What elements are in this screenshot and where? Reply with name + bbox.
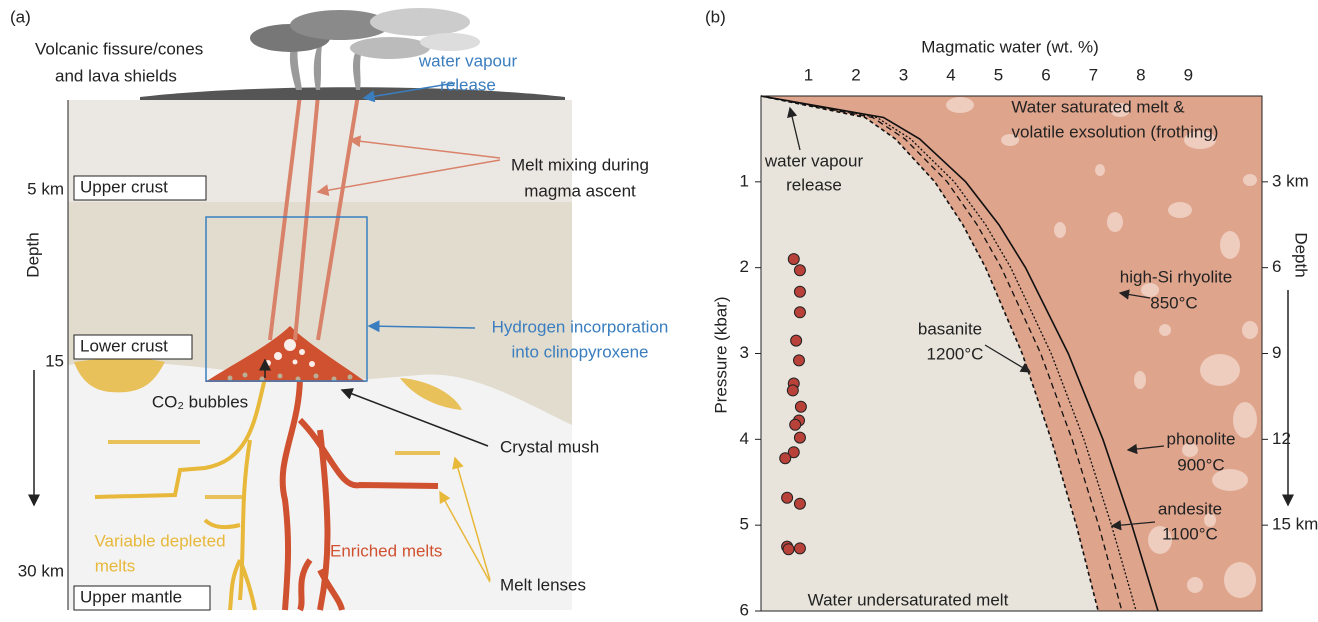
sample-point (794, 543, 805, 554)
x-tick-label: 8 (1136, 65, 1145, 84)
frothing-bubble (1224, 562, 1256, 598)
frothing-bubble (946, 97, 974, 113)
annotation: Enriched melts (330, 541, 442, 560)
annotation: Hydrogen incorporation (492, 317, 669, 336)
annotation: 850°C (1150, 293, 1197, 312)
y2-tick-label: 12 (1272, 429, 1291, 448)
x-tick-label: 5 (994, 65, 1003, 84)
y-tick-label: 1 (740, 171, 749, 190)
annotation: water vapour (764, 151, 864, 170)
ground-surface (140, 87, 565, 100)
frothing-bubble (1159, 324, 1171, 336)
x-tick-label: 7 (1089, 65, 1098, 84)
sample-point (794, 307, 805, 318)
y-tick-label: 6 (740, 600, 749, 617)
annotation: and lava shields (55, 66, 177, 85)
axis-title: Depth (1292, 232, 1311, 277)
frothing-bubble (1095, 164, 1105, 176)
figure: (a) Volcanic fissure/cones and lava shie… (0, 0, 1318, 617)
y2-tick-label: 6 (1272, 257, 1281, 276)
annotation: basanite (918, 319, 982, 338)
sample-point (783, 544, 794, 555)
annotation: Melt lenses (500, 575, 586, 594)
annotation: magma ascent (524, 181, 636, 200)
frothing-bubble (1233, 402, 1257, 438)
annotation: andesite (1158, 499, 1222, 518)
annotation: phonolite (1166, 429, 1235, 448)
panel-b: (b) Magmatic water (wt. %) Pressure (kba… (705, 7, 1318, 617)
annotation: Variable depleted (94, 531, 225, 550)
panel-label: (b) (705, 7, 726, 26)
axis-title: Depth (23, 232, 42, 277)
annotation: Melt mixing during (511, 155, 649, 174)
annotation: release (786, 175, 842, 194)
sample-point (794, 498, 805, 509)
layer-label: Lower crust (80, 336, 168, 355)
y-tick-label: 5 (740, 515, 749, 534)
sample-point (795, 401, 806, 412)
annotation: 900°C (1177, 455, 1224, 474)
frothing-bubble (1187, 577, 1203, 593)
depth-label: 30 km (18, 561, 64, 580)
x-tick-label: 9 (1184, 65, 1193, 84)
sample-point (788, 254, 799, 265)
depth-label: 15 (45, 351, 64, 370)
sample-point (787, 385, 798, 396)
annotation: CO₂ bubbles (152, 392, 248, 411)
annotation: into clinopyroxene (511, 342, 648, 361)
frothing-bubble (1243, 174, 1257, 186)
annotation: melts (95, 556, 136, 575)
panel-a: (a) Volcanic fissure/cones and lava shie… (10, 7, 668, 610)
layer-label: Upper mantle (80, 587, 182, 606)
x-tick-label: 3 (899, 65, 908, 84)
panel-label: (a) (10, 7, 31, 26)
annotation: Volcanic fissure/cones (35, 39, 203, 58)
y-tick-label: 2 (740, 257, 749, 276)
axis-title: Pressure (kbar) (711, 296, 730, 413)
annotation: Water undersaturated melt (808, 590, 1009, 609)
frothing-bubble (1168, 202, 1192, 218)
frothing-bubble (1107, 212, 1123, 232)
layer-label: Upper crust (80, 177, 168, 196)
sample-point (780, 453, 791, 464)
annotation: water vapour (418, 51, 518, 70)
x-tick-label: 6 (1041, 65, 1050, 84)
axis-title: Magmatic water (wt. %) (921, 37, 1099, 56)
sample-point (791, 335, 802, 346)
y-tick-label: 3 (740, 343, 749, 362)
x-tick-label: 4 (946, 65, 955, 84)
depth-label: 5 km (27, 179, 64, 198)
y2-tick-label: 9 (1272, 343, 1281, 362)
frothing-bubble (1220, 231, 1240, 259)
y2-tick-label: 3 km (1272, 171, 1309, 190)
annotation: volatile exsolution (frothing) (1012, 122, 1219, 141)
sample-point (793, 355, 804, 366)
sample-point (790, 419, 801, 430)
frothing-bubble (1134, 371, 1146, 389)
frothing-bubble (1054, 222, 1066, 238)
x-tick-label: 2 (851, 65, 860, 84)
sample-point (794, 432, 805, 443)
annotation: high-Si rhyolite (1120, 267, 1232, 286)
annotation: Crystal mush (500, 437, 599, 456)
annotation: 1200°C (927, 344, 984, 363)
frothing-bubble (1242, 321, 1258, 339)
y2-tick-label: 15 km (1272, 515, 1318, 534)
x-tick-label: 1 (804, 65, 813, 84)
frothing-bubble (1200, 354, 1240, 386)
sample-point (782, 492, 793, 503)
y-tick-label: 4 (740, 429, 749, 448)
annotation: release (440, 75, 496, 94)
annotation: 1100°C (1162, 524, 1218, 543)
annotation: Water saturated melt & (1011, 97, 1185, 116)
sample-point (794, 286, 805, 297)
sample-point (794, 265, 805, 276)
